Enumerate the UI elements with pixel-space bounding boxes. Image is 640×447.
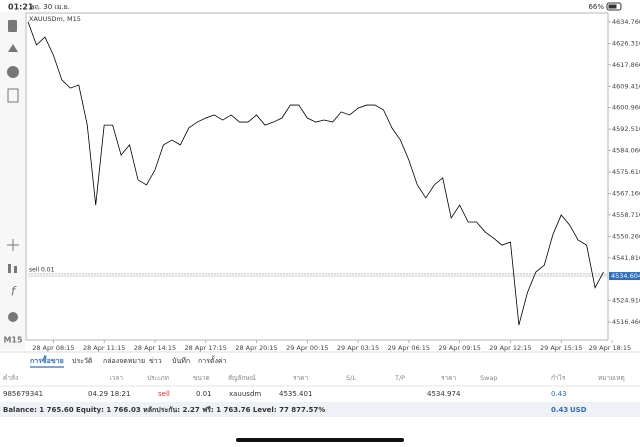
balance-bar (0, 402, 640, 417)
order-price: 4534.974 (427, 390, 461, 398)
x-tick-label: 29 Apr 18:15 (589, 344, 631, 352)
order-ticket[interactable]: 985679341 (3, 390, 43, 398)
chat-icon[interactable] (7, 66, 19, 78)
y-tick-label: 4592.510 (612, 125, 640, 133)
status-date: พฤ. 30 เม.ย. (30, 3, 70, 11)
column-header: กำไร (551, 374, 566, 382)
order-profit: 0.43 (551, 390, 567, 398)
x-tick-label: 29 Apr 00:15 (286, 344, 328, 352)
chart-type-icon-2[interactable] (14, 266, 17, 273)
battery-icon (606, 2, 622, 11)
new-order-icon[interactable] (7, 88, 19, 103)
column-header: เวลา (109, 374, 123, 382)
column-header: สัญลักษณ์ (228, 374, 256, 382)
y-tick-label: 4617.860 (612, 61, 640, 69)
status-time: 01:21 (8, 3, 34, 12)
x-tick-label: 29 Apr 06:15 (388, 344, 430, 352)
price-label-box (609, 272, 640, 281)
x-tick-label: 28 Apr 14:15 (134, 344, 176, 352)
y-tick-label: 4600.960 (612, 104, 640, 112)
chart-frame (25, 12, 609, 341)
price-line-series (27, 21, 604, 326)
battery-fill (608, 4, 617, 9)
column-header: T/P (394, 374, 405, 382)
x-tick-label: 28 Apr 08:15 (32, 344, 74, 352)
x-tick-label: 28 Apr 17:15 (185, 344, 227, 352)
crosshair-icon[interactable] (7, 239, 19, 251)
y-tick-label: 4609.410 (612, 82, 640, 90)
y-tick-label: 4567.160 (612, 189, 640, 197)
tab[interactable]: ข่าว (149, 357, 162, 365)
column-header: คำสั่ง (3, 373, 18, 382)
currency: USD (570, 406, 587, 414)
order-line-label: sell 0.01 (29, 267, 55, 274)
toolbar (0, 12, 25, 350)
column-header: ราคา (293, 374, 308, 382)
column-header: S/L (346, 374, 356, 382)
tab[interactable]: บันทึก (172, 356, 190, 365)
symbols-icon[interactable] (8, 20, 17, 32)
timeframe-button[interactable]: M15 (3, 336, 23, 345)
y-tick-label: 4558.710 (612, 211, 640, 219)
x-tick-label: 28 Apr 11:15 (83, 344, 125, 352)
total-profit: 0.43 (551, 406, 568, 414)
toolbar-icons: f (7, 20, 19, 322)
column-header: ขนาด (193, 374, 210, 382)
balance-text: Balance: 1 765.60 Equity: 1 766.03 หลักป… (3, 406, 325, 414)
objects-icon[interactable] (8, 312, 18, 322)
column-header: ประเภท (147, 374, 169, 382)
y-tick-label: 4541.810 (612, 254, 640, 262)
y-tick-label: 4575.610 (612, 168, 640, 176)
x-tick-label: 29 Apr 09:15 (438, 344, 480, 352)
price-label: 4534.604 (611, 272, 640, 280)
home-indicator (236, 438, 404, 442)
y-tick-label: 4626.310 (612, 39, 640, 47)
order-time: 04.29 18:21 (88, 390, 130, 398)
order-volume: 0.01 (196, 390, 212, 398)
order-type: sell (158, 390, 170, 398)
y-tick-label: 4524.910 (612, 297, 640, 305)
x-tick-label: 29 Apr 03:15 (337, 344, 379, 352)
tab[interactable]: ประวัติ (72, 357, 93, 365)
column-header: หมายเหตุ (598, 374, 625, 382)
column-header: ราคา (441, 374, 456, 382)
indicators-icon[interactable]: f (11, 285, 17, 299)
x-tick-label: 29 Apr 12:15 (489, 344, 531, 352)
x-tick-label: 28 Apr 20:15 (235, 344, 277, 352)
tab[interactable]: การซื้อขาย (30, 354, 64, 365)
tab[interactable]: การตั้งค่า (198, 354, 227, 365)
x-tick-label: 29 Apr 15:15 (540, 344, 582, 352)
chart-type-icon[interactable] (8, 264, 11, 273)
y-tick-label: 4516.460 (612, 318, 640, 326)
battery-level: 66% (588, 3, 604, 11)
column-header: Swap (480, 374, 498, 382)
trade-icon[interactable] (8, 44, 18, 52)
tab[interactable]: กล่องจดหมาย (103, 357, 145, 365)
chart-title: XAUUSDm, M15 (29, 15, 81, 23)
order-open-price: 4535.401 (279, 390, 312, 398)
y-tick-label: 4584.060 (612, 147, 640, 155)
y-tick-label: 4550.260 (612, 232, 640, 240)
y-tick-label: 4634.760 (612, 18, 640, 26)
order-symbol: xauusdm (229, 390, 261, 398)
